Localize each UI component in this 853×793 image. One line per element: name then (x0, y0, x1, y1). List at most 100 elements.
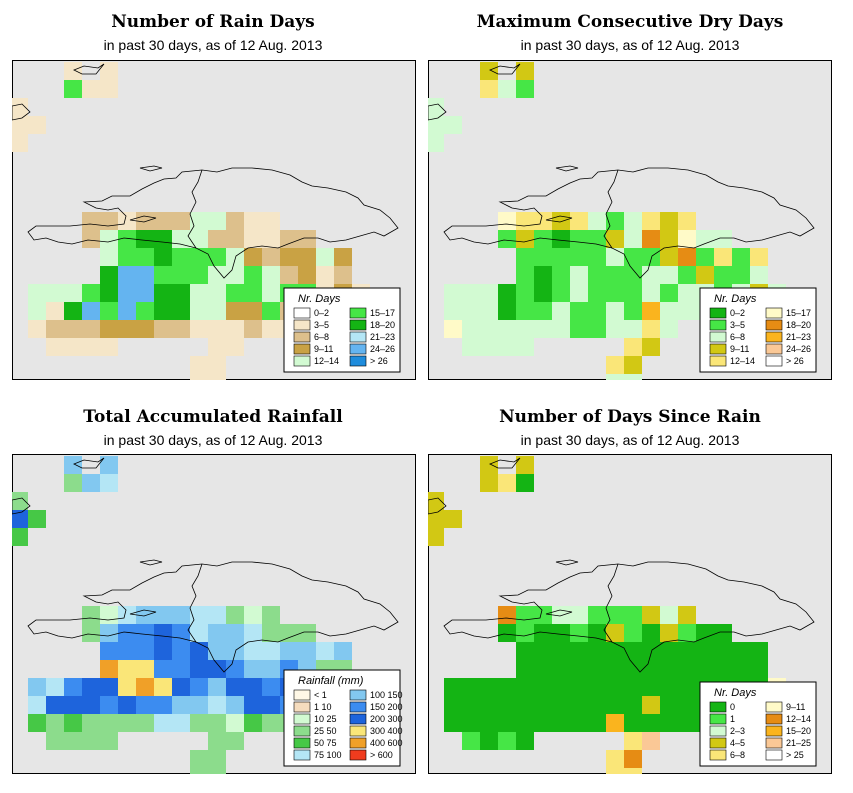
grid-cell (190, 284, 208, 302)
grid-cell (12, 134, 28, 152)
grid-cell (606, 660, 624, 678)
grid-cell (316, 266, 334, 284)
grid-cell (516, 266, 534, 284)
grid-cell (12, 510, 28, 528)
grid-cell (516, 732, 534, 750)
grid-cell (678, 230, 696, 248)
legend-swatch (293, 713, 311, 725)
grid-cell (64, 80, 82, 98)
grid-cell (624, 374, 642, 380)
grid-cell (172, 696, 190, 714)
grid-cell (190, 624, 208, 642)
grid-cell (154, 284, 172, 302)
grid-cell (642, 266, 660, 284)
grid-cell (624, 356, 642, 374)
grid-cell (714, 624, 732, 642)
grid-cell (136, 230, 154, 248)
grid-cell (480, 714, 498, 732)
legend-swatch (709, 355, 727, 367)
legend-swatch (349, 749, 367, 761)
grid-cell (516, 474, 534, 492)
grid-cell (82, 284, 100, 302)
legend-label: 0–2 (730, 308, 745, 318)
grid-cell (516, 714, 534, 732)
grid-cell (154, 320, 172, 338)
panel-title: Number of Days Since Rain (499, 407, 761, 427)
legend-swatch (293, 319, 311, 331)
grid-cell (624, 768, 642, 774)
legend-label: 100 150 (370, 690, 403, 700)
grid-cell (64, 62, 82, 80)
grid-cell (100, 248, 118, 266)
grid-cell (660, 714, 678, 732)
grid-cell (64, 732, 82, 750)
grid-cell (190, 320, 208, 338)
grid-cell (534, 248, 552, 266)
grid-cell (660, 606, 678, 624)
grid-cell (588, 606, 606, 624)
legend-label: 2–3 (730, 726, 745, 736)
legend-swatch (765, 343, 783, 355)
grid-cell (280, 642, 298, 660)
grid-cell (498, 624, 516, 642)
grid-cell (444, 696, 462, 714)
legend-label: 15–17 (786, 308, 811, 318)
grid-cell (642, 284, 660, 302)
legend-label: 200 300 (370, 714, 403, 724)
grid-cell (100, 62, 118, 80)
grid-cell (190, 660, 208, 678)
grid-cell (208, 660, 226, 678)
panel-since-rain: Number of Days Since Rain in past 30 day… (426, 396, 853, 793)
grid-cell (100, 284, 118, 302)
grid-cell (316, 642, 334, 660)
grid-cell (244, 284, 262, 302)
grid-cell (172, 230, 190, 248)
grid-cell (516, 624, 534, 642)
grid-cell (100, 302, 118, 320)
grid-cell (100, 320, 118, 338)
grid-cell (12, 98, 28, 116)
grid-cell (642, 320, 660, 338)
grid-cell (732, 660, 750, 678)
legend-swatch (349, 737, 367, 749)
grid-cell (136, 320, 154, 338)
grid-cells (12, 62, 370, 380)
grid-cell (208, 714, 226, 732)
grid-cell (428, 134, 444, 152)
grid-cell (262, 284, 280, 302)
grid-cell (244, 624, 262, 642)
grid-cell (190, 230, 208, 248)
legend-label: 6–8 (730, 332, 745, 342)
legend-swatch (349, 713, 367, 725)
grid-cell (444, 116, 462, 134)
grid-cell (606, 212, 624, 230)
grid-cell (208, 696, 226, 714)
grid-cell (642, 660, 660, 678)
legend-label: 6–8 (730, 750, 745, 760)
grid-cell (552, 714, 570, 732)
grid-cell (498, 338, 516, 356)
grid-cell (136, 714, 154, 732)
grid-cell (480, 696, 498, 714)
grid-cell (208, 266, 226, 284)
grid-cell (570, 660, 588, 678)
grid-cell (334, 248, 352, 266)
grid-cell (136, 606, 154, 624)
grid-cell (226, 696, 244, 714)
coastline (428, 457, 815, 673)
grid-cell (208, 212, 226, 230)
legend-label: 0 (730, 702, 735, 712)
grid-cell (606, 624, 624, 642)
grid-cell (552, 606, 570, 624)
grid-cell (480, 62, 498, 80)
grid-cell (552, 212, 570, 230)
grid-cell (100, 474, 118, 492)
grid-cell (82, 80, 100, 98)
grid-cell (298, 642, 316, 660)
grid-cell (64, 714, 82, 732)
grid-cell (262, 320, 280, 338)
grid-cell (678, 714, 696, 732)
grid-cell (642, 230, 660, 248)
grid-cell (136, 696, 154, 714)
grid-cell (516, 678, 534, 696)
